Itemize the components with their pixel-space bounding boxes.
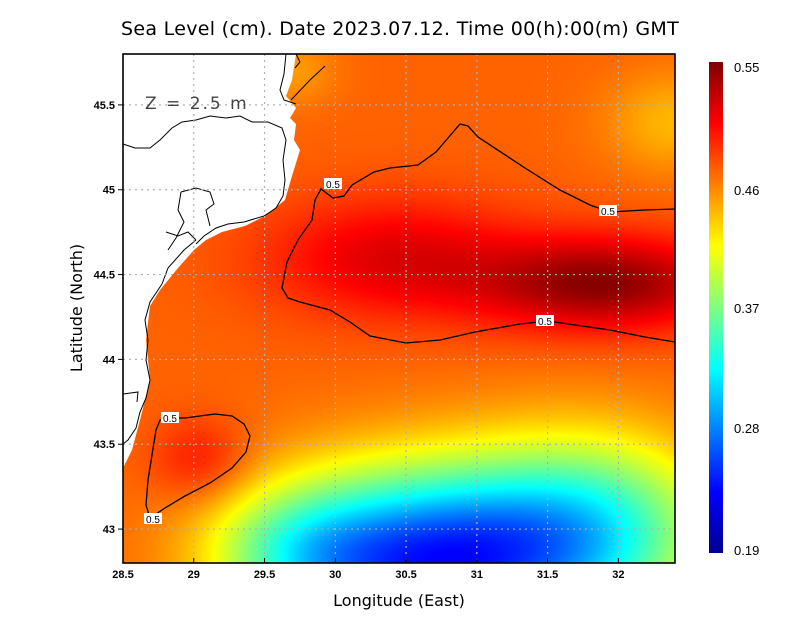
coastline-segment xyxy=(290,65,326,101)
contour-label: 0.5 xyxy=(601,207,615,218)
y-tick-label: 44.5 xyxy=(94,270,115,282)
colorbar xyxy=(709,62,723,553)
x-tick-label: 29.5 xyxy=(254,569,275,581)
coastline-segment xyxy=(167,191,185,251)
contour-line-southwest xyxy=(145,413,251,520)
contour-label: 0.5 xyxy=(163,414,177,425)
chart-title: Sea Level (cm). Date 2023.07.12. Time 00… xyxy=(121,18,679,40)
x-tick-label: 31 xyxy=(471,569,483,581)
coastline-segment xyxy=(122,283,163,445)
x-axis-ticks: 28.5 29 29.5 30 30.5 31 31.5 32 xyxy=(112,558,625,581)
colorbar-label-3: 0.37 xyxy=(734,301,759,316)
contour-label-background xyxy=(161,412,179,423)
y-axis-label: Latitude (North) xyxy=(67,244,86,372)
x-tick-label: 29 xyxy=(188,569,200,581)
coastline xyxy=(122,53,326,445)
coastline-segment xyxy=(122,115,287,245)
y-tick-label: 45.5 xyxy=(94,100,115,112)
x-tick-label: 28.5 xyxy=(112,569,133,581)
land-mask xyxy=(123,54,300,468)
coastline-segment xyxy=(279,53,297,105)
y-axis-ticks: 43 43.5 44 44.5 45 45.5 xyxy=(94,100,123,536)
x-tick-label: 30.5 xyxy=(395,569,416,581)
coastline-segment xyxy=(161,239,197,285)
contour-label-background xyxy=(599,205,617,216)
colorbar-label-2: 0.46 xyxy=(734,183,759,198)
coastline-segment xyxy=(122,391,139,403)
contour-label-background xyxy=(144,513,162,524)
contour-label: 0.5 xyxy=(146,515,160,526)
contour-label-background xyxy=(324,178,342,189)
colorbar-label-max: 0.55 xyxy=(734,60,759,75)
colorbar-labels: 0.55 0.46 0.37 0.28 0.19 xyxy=(734,60,759,558)
colorbar-label-min: 0.19 xyxy=(734,543,759,558)
contour-label: 0.5 xyxy=(326,180,340,191)
y-tick-label: 43.5 xyxy=(94,439,115,451)
contours: 0.5 0.5 0.5 0.5 0.5 xyxy=(144,123,676,526)
contour-line-north xyxy=(281,123,676,344)
coastline-segment xyxy=(294,53,301,69)
x-tick-label: 32 xyxy=(612,569,624,581)
y-tick-label: 43 xyxy=(103,524,115,536)
x-axis-label: Longitude (East) xyxy=(333,591,465,610)
contour-label: 0.5 xyxy=(538,317,552,328)
coastline-segment xyxy=(180,187,215,227)
depth-label: Z = 2.5 m xyxy=(145,94,249,114)
y-tick-label: 45 xyxy=(103,185,115,197)
y-tick-label: 44 xyxy=(103,354,116,366)
grid-lines xyxy=(123,54,675,563)
coastline-segment xyxy=(165,231,197,241)
land-area xyxy=(123,54,300,468)
x-tick-label: 31.5 xyxy=(537,569,558,581)
x-tick-label: 30 xyxy=(329,569,341,581)
colorbar-label-4: 0.28 xyxy=(734,421,759,436)
contour-label-background xyxy=(536,315,554,326)
plot-frame xyxy=(122,53,676,564)
